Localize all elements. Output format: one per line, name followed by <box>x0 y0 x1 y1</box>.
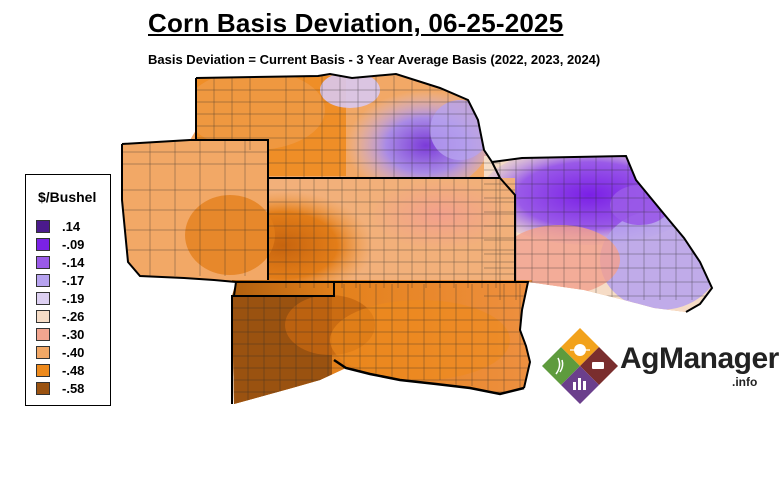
legend-label: -.58 <box>62 381 85 396</box>
agmanager-logo: AgManager .info <box>540 326 779 406</box>
legend-item: .14 <box>36 219 108 235</box>
legend-label: .14 <box>62 219 81 234</box>
legend-label: -.09 <box>62 237 85 252</box>
legend-swatch <box>36 346 50 359</box>
logo-suffix: .info <box>732 375 758 389</box>
legend-item: -.40 <box>36 345 108 361</box>
legend-label: -.48 <box>62 363 85 378</box>
legend-label: -.14 <box>62 255 85 270</box>
legend-swatch <box>36 382 50 395</box>
legend-label: -.19 <box>62 291 85 306</box>
legend-swatch <box>36 220 50 233</box>
legend-label: -.40 <box>62 345 85 360</box>
logo-brand: AgManager <box>620 342 779 375</box>
legend-item: -.14 <box>36 255 108 271</box>
legend-swatch <box>36 364 50 377</box>
legend-swatch <box>36 274 50 287</box>
logo-diamond-icon <box>542 328 618 404</box>
legend-item: -.48 <box>36 363 108 379</box>
legend-label: -.30 <box>62 327 85 342</box>
legend-item: -.58 <box>36 381 108 397</box>
legend-label: -.26 <box>62 309 85 324</box>
legend-label: -.17 <box>62 273 85 288</box>
map-title: Corn Basis Deviation, 06-25-2025 <box>148 8 564 38</box>
legend-item: -.26 <box>36 309 108 325</box>
legend-item: -.30 <box>36 327 108 343</box>
legend-swatch <box>36 328 50 341</box>
legend-swatch <box>36 292 50 305</box>
legend-item: -.19 <box>36 291 108 307</box>
legend-title: $/Bushel <box>38 189 97 205</box>
legend-swatch <box>36 256 50 269</box>
legend-swatch <box>36 310 50 323</box>
legend-item: -.17 <box>36 273 108 289</box>
legend-item: -.09 <box>36 237 108 253</box>
legend-swatch <box>36 238 50 251</box>
map-subtitle: Basis Deviation = Current Basis - 3 Year… <box>148 52 601 67</box>
legend: $/Bushel .14 -.09 -.14 -.17 -.19 -.26 -.… <box>25 174 111 406</box>
